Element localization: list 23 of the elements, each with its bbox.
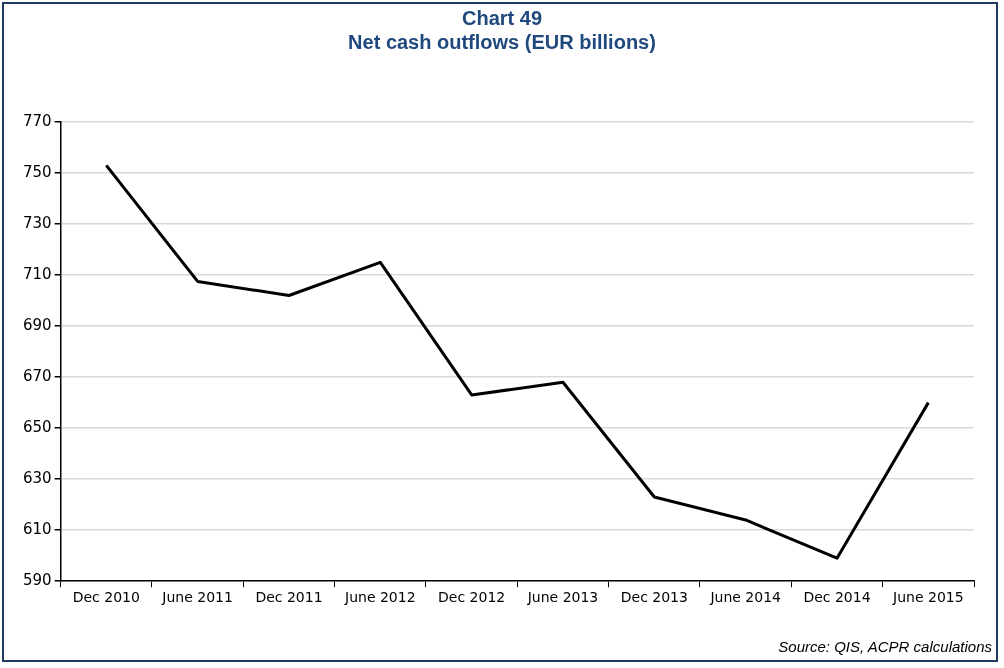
y-tick-label: 770 <box>22 111 52 130</box>
y-tick-label: 650 <box>22 418 52 437</box>
y-tick-label: 730 <box>22 213 52 232</box>
y-tick-label: 690 <box>22 315 52 334</box>
y-tick-label: 590 <box>22 571 52 590</box>
x-tick-label: June 2013 <box>526 589 599 606</box>
y-tick-label: 750 <box>22 162 52 181</box>
chart-subtitle: Net cash outflows (EUR billions) <box>347 30 657 54</box>
x-tick-label: Dec 2011 <box>255 589 323 606</box>
x-tick-label: June 2012 <box>344 589 416 606</box>
y-tick-label: 630 <box>22 469 52 488</box>
x-tick-label: June 2011 <box>161 589 233 606</box>
y-tick-label: 670 <box>22 367 52 385</box>
x-tick-label: Dec 2014 <box>803 589 871 606</box>
source-note: Source: QIS, ACPR calculations <box>778 638 992 655</box>
x-tick-label: Dec 2010 <box>72 589 140 606</box>
x-tick-label: Dec 2013 <box>620 589 688 606</box>
y-tick-label: 710 <box>22 264 52 283</box>
x-tick-label: June 2015 <box>892 589 964 606</box>
x-tick-label: June 2014 <box>709 589 782 606</box>
y-tick-label: 610 <box>22 520 52 539</box>
chart-title: Chart 49 <box>461 6 543 30</box>
x-tick-label: Dec 2012 <box>438 589 506 606</box>
